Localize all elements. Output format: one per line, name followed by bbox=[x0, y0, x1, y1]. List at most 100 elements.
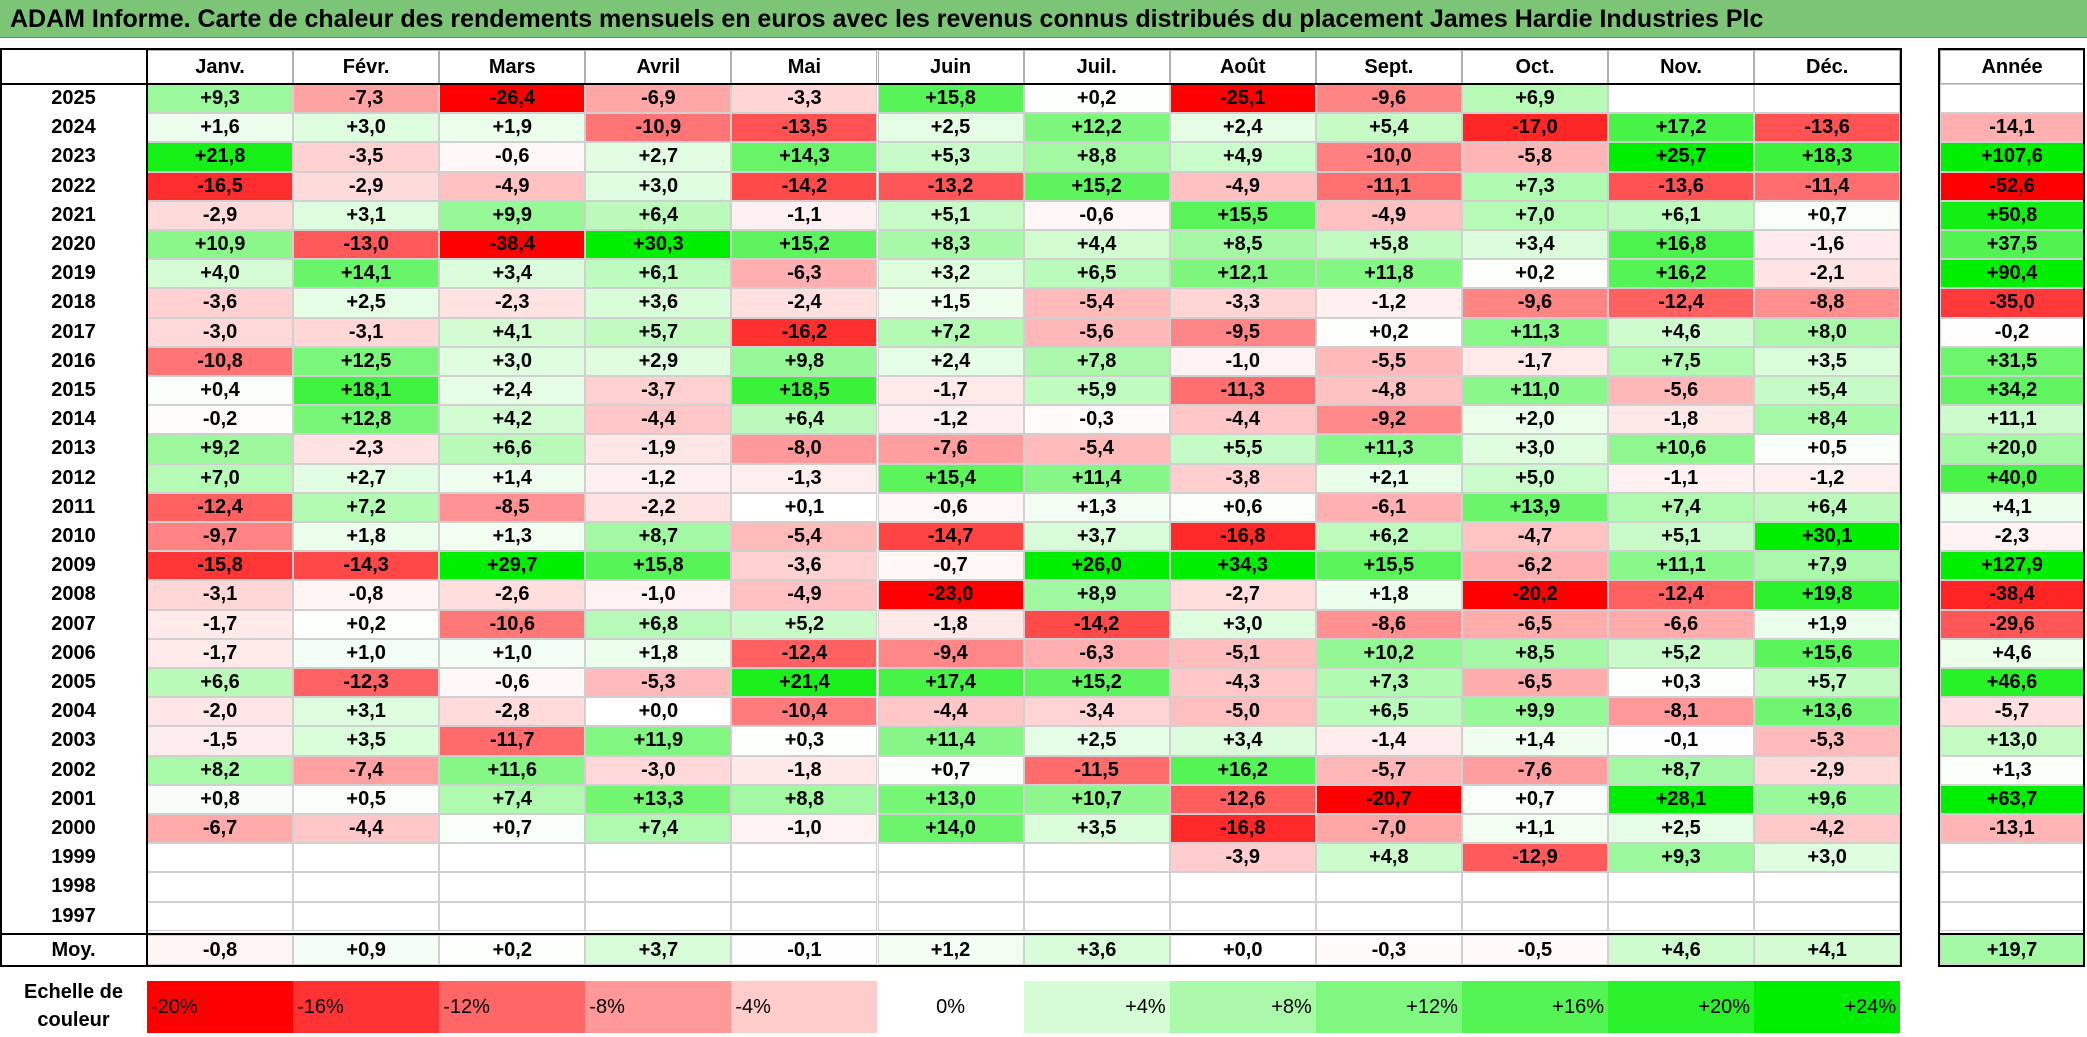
heatmap-cell: +14,1 bbox=[293, 259, 440, 289]
year-label: 2006 bbox=[0, 638, 147, 668]
heatmap-cell: -5,6 bbox=[1023, 317, 1170, 347]
color-scale-swatch: +24% bbox=[1754, 981, 1901, 1033]
heatmap-cell: -0,6 bbox=[439, 142, 586, 172]
heatmap-cell: -2,9 bbox=[147, 200, 294, 230]
month-header: Juil. bbox=[1023, 50, 1170, 84]
year-label: 1998 bbox=[0, 872, 147, 902]
heatmap-cell: +21,8 bbox=[147, 142, 294, 172]
heatmap-cell: +6,5 bbox=[1315, 697, 1462, 727]
annual-average-cell: +19,7 bbox=[1940, 935, 2084, 965]
heatmap-cell: -12,6 bbox=[1169, 784, 1316, 814]
heatmap-cell: +8,0 bbox=[1754, 317, 1901, 347]
heatmap-cell: -9,6 bbox=[1315, 84, 1462, 114]
heatmap-cell bbox=[1315, 901, 1462, 931]
heatmap-cell: -0,6 bbox=[439, 668, 586, 698]
heatmap-cell: -2,8 bbox=[439, 697, 586, 727]
heatmap-cell: -16,2 bbox=[731, 317, 878, 347]
heatmap-cell: +5,1 bbox=[877, 200, 1024, 230]
heatmap-cell: -38,4 bbox=[439, 230, 586, 260]
heatmap-cell: +0,2 bbox=[1315, 317, 1462, 347]
heatmap-cell: +11,4 bbox=[1023, 463, 1170, 493]
heatmap-cell: -5,3 bbox=[585, 668, 732, 698]
annual-cell: +1,3 bbox=[1940, 755, 2084, 785]
annual-cell: +127,9 bbox=[1940, 551, 2084, 581]
year-label: 2018 bbox=[0, 288, 147, 318]
month-header: Févr. bbox=[293, 50, 440, 84]
heatmap-cell: -20,2 bbox=[1461, 580, 1608, 610]
year-label: 2007 bbox=[0, 609, 147, 639]
heatmap-cell: +5,2 bbox=[1608, 638, 1755, 668]
year-label: 2011 bbox=[0, 492, 147, 522]
year-label: 2010 bbox=[0, 522, 147, 552]
heatmap-cell: +8,7 bbox=[585, 522, 732, 552]
heatmap-cell: -3,1 bbox=[293, 317, 440, 347]
heatmap-cell: +3,0 bbox=[585, 171, 732, 201]
heatmap-cell: +0,2 bbox=[1461, 259, 1608, 289]
heatmap-cell: +2,4 bbox=[877, 346, 1024, 376]
heatmap-cell: +13,9 bbox=[1461, 492, 1608, 522]
year-label: 2008 bbox=[0, 580, 147, 610]
average-cell: +0,9 bbox=[293, 935, 440, 965]
heatmap-cell: +30,1 bbox=[1754, 522, 1901, 552]
year-label: 2003 bbox=[0, 726, 147, 756]
heatmap-cell: +3,0 bbox=[439, 346, 586, 376]
heatmap-cell bbox=[731, 843, 878, 873]
heatmap-cell: -0,6 bbox=[1023, 200, 1170, 230]
heatmap-cell: +3,5 bbox=[1023, 814, 1170, 844]
heatmap-cell: -8,8 bbox=[1754, 288, 1901, 318]
heatmap-cell: -0,6 bbox=[877, 492, 1024, 522]
heatmap-cell: -5,4 bbox=[731, 522, 878, 552]
heatmap-cell: -11,4 bbox=[1754, 171, 1901, 201]
heatmap-cell: +26,0 bbox=[1023, 551, 1170, 581]
heatmap-cell: +3,4 bbox=[1461, 230, 1608, 260]
heatmap-cell: +0,5 bbox=[1754, 434, 1901, 464]
heatmap-cell bbox=[1023, 843, 1170, 873]
heatmap-cell: +5,4 bbox=[1754, 376, 1901, 406]
heatmap-cell: -26,4 bbox=[439, 84, 586, 114]
color-scale-swatch: +20% bbox=[1608, 981, 1755, 1033]
heatmap-cell: -1,7 bbox=[147, 609, 294, 639]
heatmap-cell: +4,1 bbox=[439, 317, 586, 347]
heatmap-cell bbox=[1461, 872, 1608, 902]
year-label: 2012 bbox=[0, 463, 147, 493]
year-label: 2004 bbox=[0, 697, 147, 727]
heatmap-cell: +5,3 bbox=[877, 142, 1024, 172]
heatmap-cell bbox=[439, 843, 586, 873]
heatmap-cell: -4,9 bbox=[439, 171, 586, 201]
year-label: 2017 bbox=[0, 317, 147, 347]
heatmap-cell: -1,2 bbox=[1315, 288, 1462, 318]
heatmap-cell: +3,5 bbox=[1754, 346, 1901, 376]
heatmap-cell: -13,2 bbox=[877, 171, 1024, 201]
heatmap-cell: -2,3 bbox=[293, 434, 440, 464]
heatmap-cell: -1,7 bbox=[147, 638, 294, 668]
year-label: 2002 bbox=[0, 755, 147, 785]
heatmap-cell: +8,2 bbox=[147, 755, 294, 785]
heatmap-cell: +4,6 bbox=[1608, 317, 1755, 347]
heatmap-cell: +2,4 bbox=[439, 376, 586, 406]
heatmap-cell: -11,3 bbox=[1169, 376, 1316, 406]
annual-cell: +34,2 bbox=[1940, 376, 2084, 406]
heatmap-cell: -1,7 bbox=[1461, 346, 1608, 376]
heatmap-cell: -2,4 bbox=[731, 288, 878, 318]
heatmap-cell: +6,2 bbox=[1315, 522, 1462, 552]
average-cell: +0,0 bbox=[1169, 935, 1316, 965]
heatmap-cell: -3,6 bbox=[731, 551, 878, 581]
heatmap-cell: +0,7 bbox=[1754, 200, 1901, 230]
heatmap-cell: +10,9 bbox=[147, 230, 294, 260]
heatmap-cell: +5,7 bbox=[1754, 668, 1901, 698]
average-cell: -0,8 bbox=[147, 935, 294, 965]
heatmap-cell bbox=[1315, 872, 1462, 902]
heatmap-cell: -2,2 bbox=[585, 492, 732, 522]
heatmap-cell: +15,2 bbox=[731, 230, 878, 260]
heatmap-cell: +9,9 bbox=[439, 200, 586, 230]
heatmap-cell: +0,6 bbox=[1169, 492, 1316, 522]
heatmap-cell: +16,8 bbox=[1608, 230, 1755, 260]
heatmap-cell: -7,4 bbox=[293, 755, 440, 785]
heatmap-cell bbox=[147, 901, 294, 931]
heatmap-cell: +1,1 bbox=[1461, 814, 1608, 844]
annual-cell bbox=[1940, 84, 2084, 114]
heatmap-cell: -3,3 bbox=[731, 84, 878, 114]
heatmap-cell: +0,8 bbox=[147, 784, 294, 814]
annual-cell: +4,1 bbox=[1940, 492, 2084, 522]
